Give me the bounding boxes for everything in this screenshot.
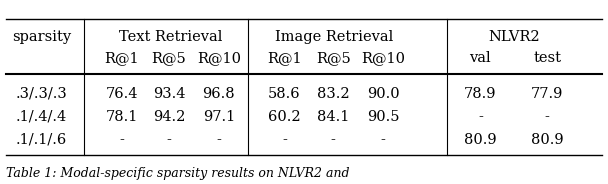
Text: 80.9: 80.9	[464, 133, 497, 147]
Text: R@5: R@5	[151, 51, 187, 65]
Text: -: -	[282, 133, 287, 147]
Text: NLVR2: NLVR2	[488, 30, 539, 44]
Text: 78.1: 78.1	[105, 110, 138, 124]
Text: -: -	[119, 133, 124, 147]
Text: test: test	[533, 51, 561, 65]
Text: 94.2: 94.2	[153, 110, 185, 124]
Text: Table 1: Modal-specific sparsity results on NLVR2 and: Table 1: Modal-specific sparsity results…	[6, 167, 350, 180]
Text: -: -	[167, 133, 171, 147]
Text: R@10: R@10	[197, 51, 241, 65]
Text: 77.9: 77.9	[531, 87, 564, 101]
Text: .3/.3/.3: .3/.3/.3	[15, 87, 67, 101]
Text: -: -	[331, 133, 336, 147]
Text: -: -	[381, 133, 385, 147]
Text: 93.4: 93.4	[153, 87, 185, 101]
Text: 90.0: 90.0	[367, 87, 399, 101]
Text: val: val	[469, 51, 491, 65]
Text: R@5: R@5	[316, 51, 351, 65]
Text: 58.6: 58.6	[268, 87, 301, 101]
Text: R@1: R@1	[105, 51, 139, 65]
Text: 76.4: 76.4	[105, 87, 138, 101]
Text: 83.2: 83.2	[317, 87, 350, 101]
Text: -: -	[216, 133, 221, 147]
Text: 84.1: 84.1	[317, 110, 350, 124]
Text: .1/.1/.6: .1/.1/.6	[16, 133, 67, 147]
Text: 97.1: 97.1	[202, 110, 235, 124]
Text: 90.5: 90.5	[367, 110, 399, 124]
Text: sparsity: sparsity	[12, 30, 71, 44]
Text: Text Retrieval: Text Retrieval	[119, 30, 222, 44]
Text: .1/.4/.4: .1/.4/.4	[16, 110, 67, 124]
Text: R@10: R@10	[361, 51, 405, 65]
Text: -: -	[545, 110, 550, 124]
Text: 96.8: 96.8	[202, 87, 235, 101]
Text: 78.9: 78.9	[464, 87, 497, 101]
Text: R@1: R@1	[268, 51, 302, 65]
Text: Image Retrieval: Image Retrieval	[275, 30, 393, 44]
Text: -: -	[478, 110, 483, 124]
Text: 60.2: 60.2	[268, 110, 301, 124]
Text: 80.9: 80.9	[531, 133, 564, 147]
